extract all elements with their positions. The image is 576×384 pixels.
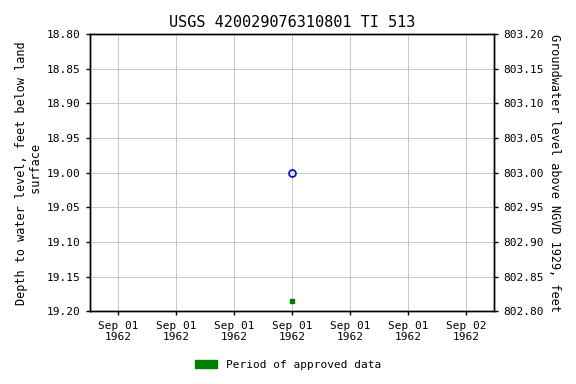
- Legend: Period of approved data: Period of approved data: [191, 356, 385, 375]
- Y-axis label: Depth to water level, feet below land
 surface: Depth to water level, feet below land su…: [15, 41, 43, 305]
- Title: USGS 420029076310801 TI 513: USGS 420029076310801 TI 513: [169, 15, 415, 30]
- Y-axis label: Groundwater level above NGVD 1929, feet: Groundwater level above NGVD 1929, feet: [548, 34, 561, 312]
